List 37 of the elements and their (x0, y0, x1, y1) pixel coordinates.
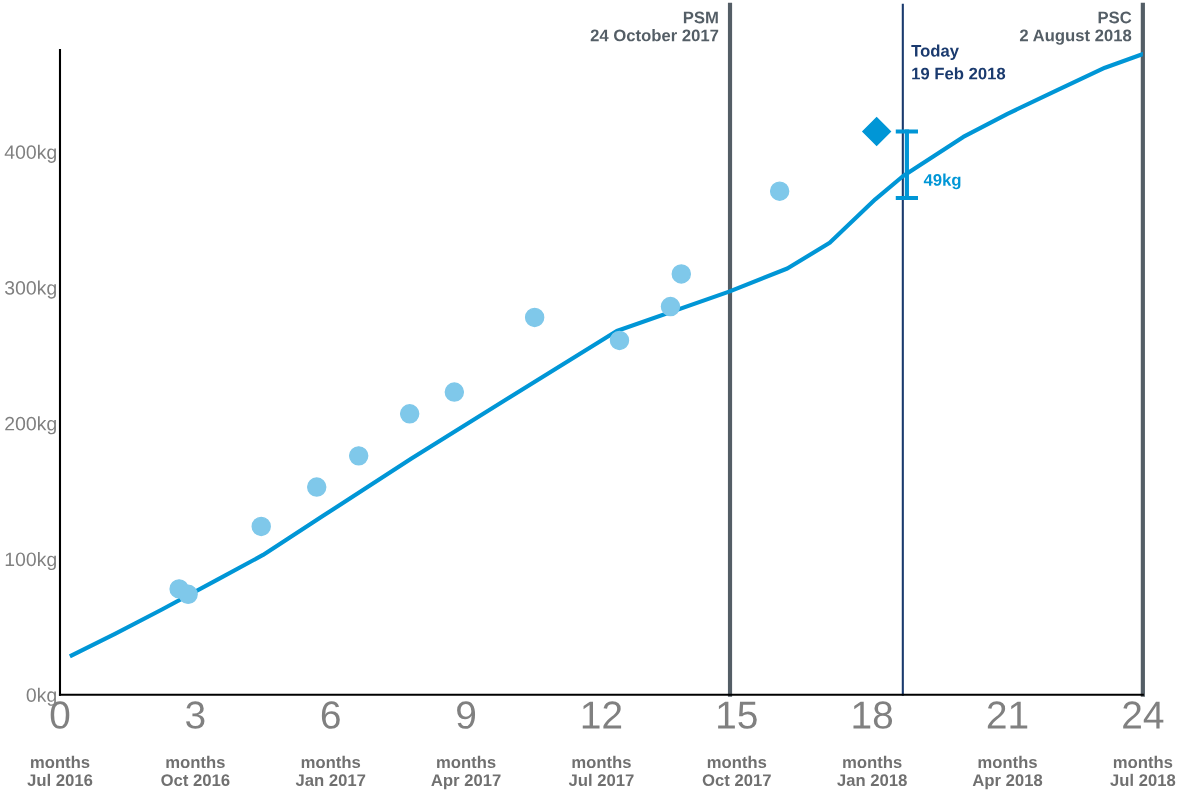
text: months Oct 2017 (702, 755, 771, 787)
text: months Jul 2018 (1110, 755, 1176, 787)
point (769, 181, 790, 201)
x-tick-label: 18 (853, 701, 893, 729)
x-tick-label: 3 (186, 701, 205, 729)
x-tick-label: 12 (582, 701, 622, 729)
text: months Jan 2018 (837, 755, 907, 787)
point (671, 264, 692, 284)
point (862, 117, 892, 146)
point (178, 584, 198, 605)
text: months Jul 2016 (27, 755, 93, 787)
point (399, 404, 420, 424)
ref-line-label: PSC 2 August 2018 (1019, 11, 1132, 45)
x-tick-label: 9 (457, 701, 476, 729)
x-tick-label: 24 (1123, 701, 1164, 729)
text: months Jan 2017 (295, 755, 366, 787)
annotation: 49kg (923, 173, 961, 190)
point (348, 446, 369, 466)
point (660, 296, 681, 317)
x-tick-label: 6 (321, 701, 340, 729)
text: months Apr 2017 (431, 755, 501, 790)
point (524, 307, 545, 328)
y-tick-label: 200kg (5, 416, 56, 435)
x-tick-label: 15 (718, 701, 757, 729)
y-tick-label: 100kg (5, 551, 56, 571)
point (251, 516, 271, 537)
y-tick-label: 400kg (4, 144, 56, 163)
point (444, 382, 465, 402)
point (609, 330, 630, 351)
x-tick-label: 21 (987, 701, 1028, 729)
point (306, 477, 327, 497)
y-tick-label: 300kg (4, 280, 56, 299)
ref-line-label: PSM 24 October 2017 (590, 11, 719, 42)
text: months Apr 2018 (972, 755, 1043, 790)
text: months Jul 2017 (568, 755, 634, 787)
ref-line-label: Today 19 Feb 2018 (911, 44, 1006, 80)
text: months Oct 2016 (161, 755, 230, 787)
